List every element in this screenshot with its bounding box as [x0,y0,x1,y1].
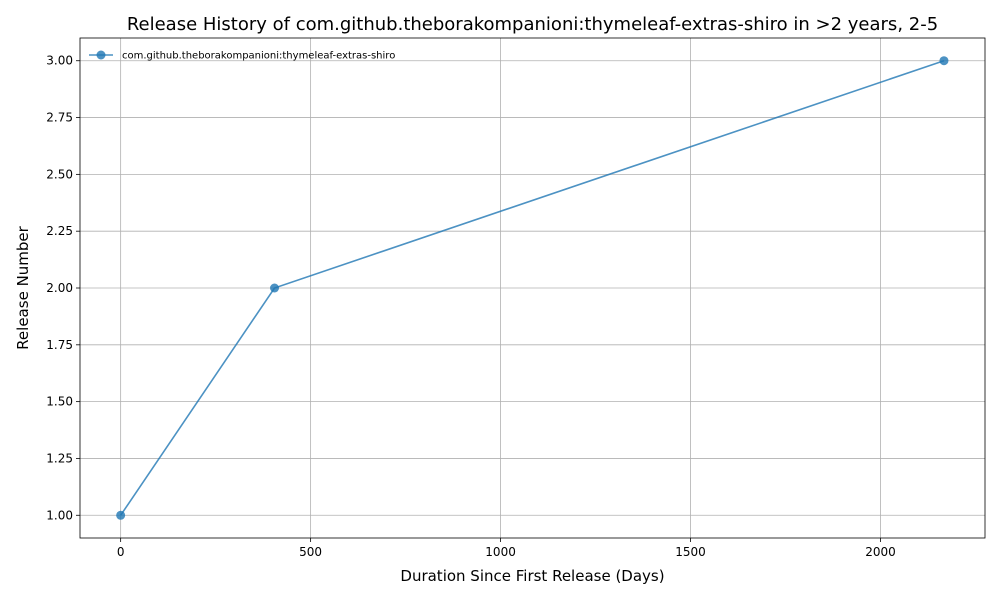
grid-lines [80,38,985,538]
x-tick-label: 500 [299,545,322,559]
y-tick-label: 2.75 [46,111,73,125]
x-tick-label: 2000 [865,545,896,559]
y-tick-label: 2.50 [46,167,73,181]
y-tick-label: 1.50 [46,395,73,409]
x-tick-label: 1500 [675,545,706,559]
x-tick-label: 1000 [485,545,516,559]
y-axis-title: Release Number [14,225,32,349]
data-point [116,510,126,520]
data-point [270,283,280,293]
y-tick-label: 3.00 [46,54,73,68]
axis-ticks: 0 500 1000 1500 2000 1.00 1.25 1.50 1.75 2.00 2.25… [46,54,896,559]
y-tick-label: 1.25 [46,451,73,465]
legend-marker [96,50,106,60]
y-tick-label: 2.25 [46,224,73,238]
y-tick-label: 1.00 [46,508,73,522]
legend: com.github.theborakompanioni:thymeleaf-e… [89,50,395,62]
x-axis-title: Duration Since First Release (Days) [400,567,664,585]
chart-title: Release History of com.github.theborakom… [127,14,938,35]
x-tick-label: 0 [117,545,125,559]
series-layer [116,56,949,520]
legend-label: com.github.theborakompanioni:thymeleaf-e… [122,51,395,62]
y-tick-label: 1.75 [46,338,73,352]
y-tick-label: 2.00 [46,281,73,295]
data-point [939,56,949,66]
